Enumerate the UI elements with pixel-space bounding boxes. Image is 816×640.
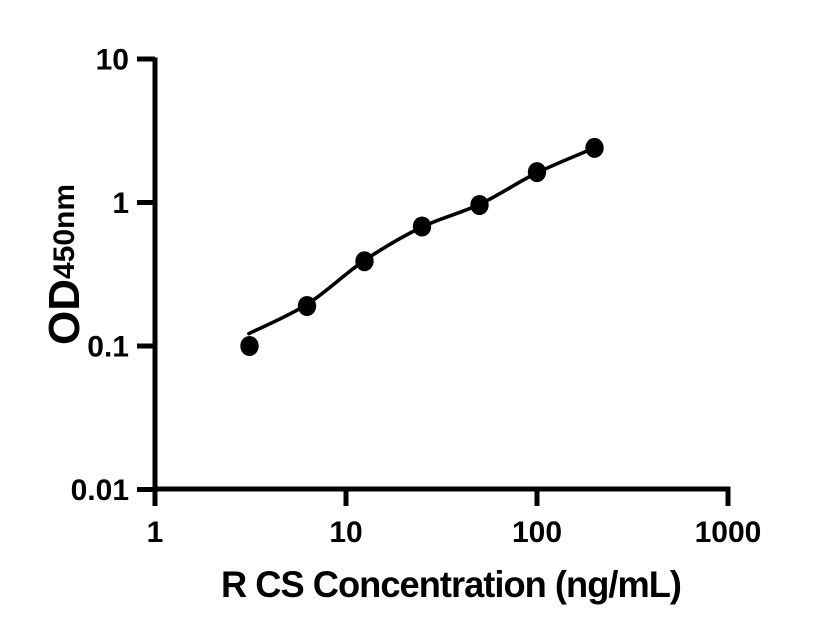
x-axis-ticks <box>152 489 731 506</box>
y-axis-title-subscript: 450nm <box>48 184 81 279</box>
x-tick-label: 100 <box>512 516 562 549</box>
y-tick-label: 0.01 <box>71 474 129 507</box>
data-points <box>240 137 604 356</box>
y-tick-label: 10 <box>96 44 129 77</box>
y-tick-label: 1 <box>112 187 129 220</box>
axes: 10 1 0.1 0.01 1 10 100 1000 <box>71 44 762 550</box>
data-point <box>527 162 547 183</box>
data-point <box>412 216 432 237</box>
y-axis-tick-labels: 10 1 0.1 0.01 <box>71 44 129 508</box>
data-point <box>585 137 604 158</box>
data-point <box>240 336 259 356</box>
data-point <box>470 195 489 215</box>
x-tick-label: 10 <box>329 516 362 549</box>
y-tick-label: 0.1 <box>87 331 129 364</box>
x-axis-title: R CS Concentration (ng/mL) <box>221 564 681 605</box>
x-tick-label: 1000 <box>695 516 762 549</box>
y-axis-title-main: OD <box>40 279 89 345</box>
y-axis-ticks <box>137 56 155 492</box>
y-axis-title: OD450nm <box>40 184 89 345</box>
x-axis-tick-labels: 1 10 100 1000 <box>147 516 762 549</box>
x-tick-label: 1 <box>147 516 164 549</box>
data-point <box>355 251 374 272</box>
data-point <box>297 296 317 316</box>
